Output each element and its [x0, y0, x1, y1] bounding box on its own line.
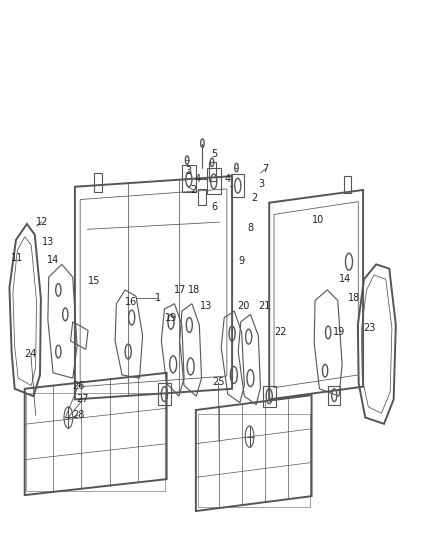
Text: 14: 14	[339, 274, 351, 284]
Bar	[263, 385, 276, 407]
Text: 4: 4	[225, 174, 231, 184]
Text: 18: 18	[348, 293, 360, 303]
Text: 19: 19	[332, 327, 345, 337]
Text: 1: 1	[155, 293, 161, 303]
Text: 9: 9	[238, 256, 244, 266]
Text: 13: 13	[200, 301, 212, 311]
Bar	[198, 189, 206, 205]
Text: 15: 15	[88, 277, 100, 286]
Text: 24: 24	[25, 349, 37, 359]
Text: 13: 13	[42, 237, 54, 247]
Text: 12: 12	[35, 217, 48, 227]
Bar	[158, 383, 171, 405]
Text: 27: 27	[77, 394, 89, 405]
Text: 8: 8	[247, 223, 254, 233]
Text: 7: 7	[263, 164, 269, 174]
Text: 2: 2	[191, 185, 197, 195]
Text: 19: 19	[165, 312, 177, 322]
Text: 17: 17	[173, 285, 186, 295]
Text: 14: 14	[47, 255, 59, 265]
Bar	[207, 167, 221, 194]
Bar	[208, 163, 216, 181]
Text: 3: 3	[259, 179, 265, 189]
Bar	[94, 173, 102, 192]
Text: 11: 11	[11, 253, 23, 263]
Text: 6: 6	[212, 202, 218, 212]
Text: 4: 4	[195, 174, 201, 184]
Text: 28: 28	[72, 410, 85, 421]
Bar	[182, 165, 196, 192]
Bar	[26, 393, 165, 491]
Bar	[344, 176, 351, 193]
Text: 20: 20	[237, 301, 250, 311]
Text: 21: 21	[258, 301, 270, 311]
Text: 3: 3	[185, 166, 191, 176]
Bar	[328, 385, 340, 405]
Text: 2: 2	[252, 193, 258, 204]
Text: 18: 18	[188, 285, 200, 295]
Bar	[198, 414, 310, 507]
Text: 26: 26	[72, 381, 85, 391]
Text: 16: 16	[125, 296, 137, 306]
Text: 25: 25	[212, 377, 225, 387]
Text: 22: 22	[274, 327, 287, 337]
Bar	[231, 174, 244, 197]
Text: 5: 5	[211, 149, 217, 159]
Text: 10: 10	[311, 215, 324, 225]
Text: 23: 23	[364, 323, 376, 333]
